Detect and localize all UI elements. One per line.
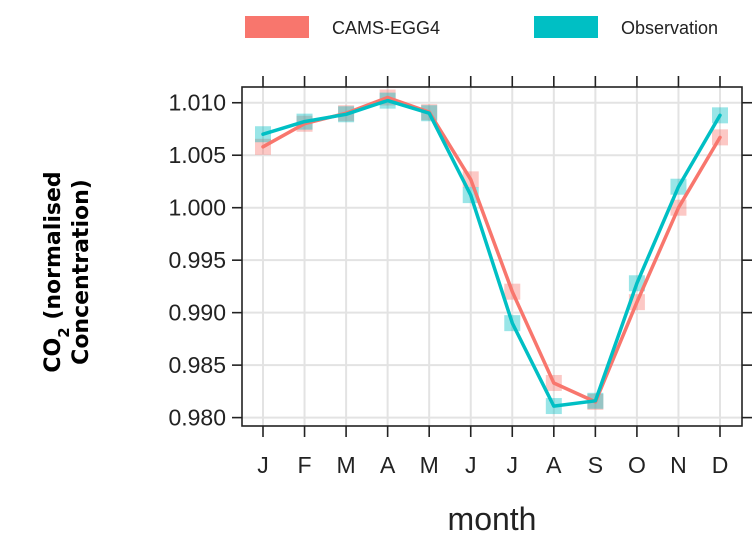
y-tick-label: 0.985 bbox=[168, 352, 226, 378]
x-tick-label: M bbox=[420, 452, 439, 478]
y-tick-label: 0.995 bbox=[168, 247, 226, 273]
x-tick-label: J bbox=[257, 452, 269, 478]
grid bbox=[242, 87, 742, 426]
legend-label-observation: Observation bbox=[621, 18, 718, 38]
x-tick-label: D bbox=[712, 452, 729, 478]
y-tick-label: 0.980 bbox=[168, 405, 226, 431]
series-line-observation bbox=[261, 98, 722, 408]
legend: CAMS-EGG4 Observation bbox=[245, 16, 718, 38]
x-tick-label: A bbox=[380, 452, 396, 478]
series-cams-egg4 bbox=[255, 89, 728, 410]
y-axis-label-co: CO bbox=[41, 338, 66, 373]
y-axis-label: CO2 (normalised Concentration) bbox=[41, 171, 94, 372]
y-axis-label-subscript: 2 bbox=[55, 327, 73, 337]
x-tick-label: N bbox=[670, 452, 687, 478]
legend-label-cams-egg4: CAMS-EGG4 bbox=[332, 18, 440, 38]
x-tick-label: M bbox=[337, 452, 356, 478]
y-axis-label-line2: Concentration) bbox=[69, 179, 94, 365]
plot-frame bbox=[241, 86, 743, 427]
y-tick-label: 0.990 bbox=[168, 300, 226, 326]
y-tick-label: 1.005 bbox=[168, 142, 226, 168]
legend-swatch-cams-egg4 bbox=[245, 16, 309, 38]
y-tick-labels: 0.980 0.985 0.990 0.995 1.000 1.005 1.010 bbox=[168, 90, 226, 431]
x-tick-label: J bbox=[507, 452, 519, 478]
y-tick-label: 1.010 bbox=[168, 90, 226, 116]
x-tick-label: S bbox=[588, 452, 603, 478]
x-tick-label: O bbox=[628, 452, 646, 478]
x-tick-label: A bbox=[546, 452, 562, 478]
axis-ticks bbox=[232, 76, 752, 437]
legend-swatch-observation bbox=[534, 16, 598, 38]
x-tick-label: F bbox=[298, 452, 312, 478]
svg-text:CO2 (normalised: CO2 (normalised bbox=[41, 171, 73, 372]
series-layer bbox=[255, 89, 728, 415]
y-axis-label-rest: (normalised bbox=[41, 171, 66, 327]
x-axis-label: month bbox=[448, 501, 537, 534]
x-tick-label: J bbox=[465, 452, 477, 478]
y-tick-label: 1.000 bbox=[168, 195, 226, 221]
